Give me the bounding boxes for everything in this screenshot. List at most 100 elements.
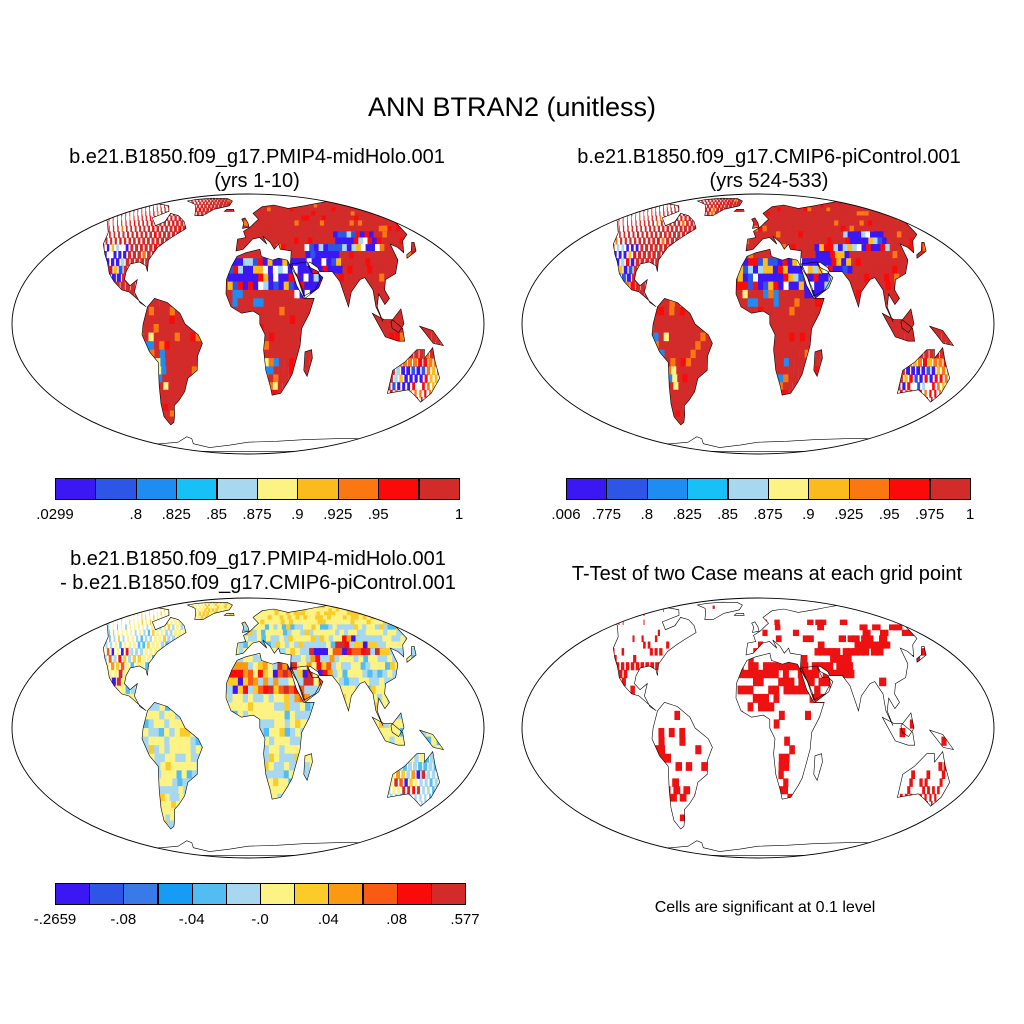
colorbar-swatch [260, 883, 295, 905]
coast-eurasia [235, 604, 427, 726]
colorbar-difference: -.2659 -.08 -.04 -.0 .04 .08 .577 [34, 883, 480, 933]
coast-new-zealand [437, 394, 461, 414]
panel-4-title: T-Test of two Case means at each grid po… [520, 562, 1014, 586]
coast-arabia-fill [290, 261, 321, 297]
map-panel-difference [10, 597, 486, 859]
coast-madagascar [813, 753, 823, 782]
coast-greenland [186, 197, 233, 216]
map-panel-picontrol [520, 193, 996, 455]
colorbar-tick-label: .006 [551, 506, 581, 523]
colorbar-swatch [768, 478, 810, 500]
coast-north-america [81, 606, 187, 712]
panel-2-title-line2: (yrs 524-533) [709, 170, 829, 192]
map-panel-ttest [520, 597, 996, 859]
coast-new-guinea [418, 325, 445, 346]
panel-3-title: b.e21.B1850.f09_g17.PMIP4-midHolo.001 - … [8, 547, 508, 595]
colorbar-tick-label: .775 [591, 506, 621, 523]
coast-africa [225, 652, 315, 800]
colorbar-tick-label: .0299 [36, 506, 74, 523]
colorbar-tick-label: .875 [753, 506, 783, 523]
coast-greenland [186, 601, 233, 620]
coast-madagascar [813, 349, 823, 378]
colorbar-swatch [216, 478, 258, 500]
coast-antarctica [83, 436, 409, 452]
panel-3-title-line2: - b.e21.B1850.f09_g17.CMIP6-piControl.00… [60, 572, 456, 594]
gridded-field [592, 198, 970, 433]
colorbar-tick-label: -.04 [178, 911, 205, 928]
coast-indonesia [371, 312, 406, 342]
coast-indonesia [371, 716, 406, 746]
coast-south-america [141, 297, 203, 426]
coast-borneo [900, 712, 915, 738]
map-outline [11, 597, 485, 859]
coast-eurasia [745, 604, 937, 726]
coast-south-america [141, 701, 203, 830]
coast-antarctica [593, 840, 919, 856]
coast-iceland [223, 612, 235, 616]
colorbar-swatch [294, 883, 330, 905]
panel-3-title-line1: b.e21.B1850.f09_g17.PMIP4-midHolo.001 [70, 548, 446, 570]
colorbar-picontrol: .006 .775 .8 .825 .85 .875 .9 .925 .95 .975 1 [551, 478, 974, 528]
coast-australia [897, 346, 951, 403]
colorbar-tick-label: .95 [878, 506, 900, 523]
colorbar-swatch [929, 478, 971, 500]
colorbar-swatch [808, 478, 850, 500]
coast-greenland [696, 601, 743, 620]
colorbar-swatch [848, 478, 890, 500]
colorbar-tick-label: .85 [717, 506, 739, 523]
coast-arabia-fill [800, 261, 831, 297]
colorbar-swatch [727, 478, 769, 500]
coast-borneo [390, 712, 405, 738]
colorbar-tick-label: .8 [640, 506, 654, 523]
coast-antarctica [83, 840, 409, 856]
world-map-difference [11, 597, 485, 859]
panel-4-title-line1: T-Test of two Case means at each grid po… [571, 563, 963, 585]
coast-north-america [81, 202, 187, 308]
coast-south-america [651, 297, 713, 426]
world-map-midholo [11, 193, 485, 455]
panel-1-title-line1: b.e21.B1850.f09_g17.PMIP4-midHolo.001 [69, 146, 445, 168]
colorbar-swatch [95, 478, 137, 500]
colorbar-swatch [55, 478, 97, 500]
colorbar-swatch [89, 883, 125, 905]
coast-borneo [900, 308, 915, 334]
coast-eurasia [745, 200, 937, 322]
colorbar-swatch [687, 478, 729, 500]
panel-1-title-line2: (yrs 1-10) [214, 170, 300, 192]
coastlines [591, 197, 971, 452]
colorbar-swatch [157, 883, 193, 905]
colorbar-tick-label: -.0 [251, 911, 269, 928]
gridded-field [82, 198, 460, 433]
colorbar-tick-label: 1 [965, 506, 975, 523]
colorbar-swatch [55, 883, 90, 905]
world-map-ttest [521, 597, 995, 859]
colorbar-swatch [606, 478, 648, 500]
coast-africa [225, 248, 315, 396]
colorbar-swatch [337, 478, 379, 500]
colorbar-swatch [430, 883, 466, 905]
coast-iceland [733, 208, 745, 212]
coast-new-guinea [418, 729, 445, 750]
coast-japan [916, 646, 927, 663]
colorbar-tick-label: .577 [450, 911, 480, 928]
coast-north-america [591, 606, 697, 712]
coast-indonesia [881, 312, 916, 342]
colorbar-tick-label: .825 [161, 506, 191, 523]
coast-south-america [651, 701, 713, 830]
gridded-field [592, 602, 970, 837]
coast-australia [387, 750, 441, 807]
map-outline [11, 193, 485, 455]
coast-arabia-fill [290, 665, 321, 701]
colorbar-swatch [889, 478, 931, 500]
coast-borneo [390, 308, 405, 334]
colorbar-tick-label: -.08 [110, 911, 137, 928]
coast-madagascar [303, 753, 313, 782]
map-outline [521, 597, 995, 859]
coast-new-guinea [928, 729, 955, 750]
colorbar-tick-label: .8 [129, 506, 143, 523]
coast-japan [916, 242, 927, 259]
colorbar-swatch [362, 883, 398, 905]
colorbar-swatch [135, 478, 177, 500]
coast-arabia-fill [800, 665, 831, 701]
coast-antarctica [593, 436, 919, 452]
